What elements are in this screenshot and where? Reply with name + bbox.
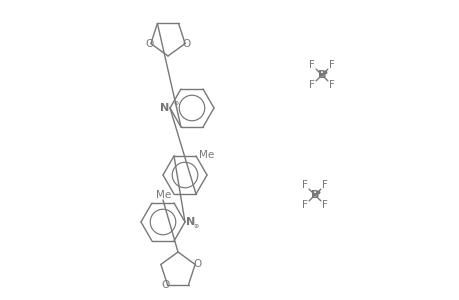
Text: N: N [159, 103, 168, 113]
Text: ⊕: ⊕ [193, 224, 198, 230]
Text: B: B [317, 70, 325, 80]
Text: O: O [146, 39, 154, 49]
Text: O: O [193, 260, 201, 269]
Text: F: F [328, 60, 334, 70]
Text: F: F [321, 180, 327, 190]
Text: O: O [161, 280, 169, 290]
Text: F: F [328, 80, 334, 90]
Text: N: N [185, 217, 195, 227]
Text: ⊕: ⊕ [173, 100, 178, 106]
Text: F: F [308, 60, 314, 70]
Text: Me: Me [199, 150, 214, 160]
Text: F: F [302, 200, 308, 210]
Text: F: F [321, 200, 327, 210]
Text: B: B [310, 190, 319, 200]
Text: F: F [308, 80, 314, 90]
Text: Me: Me [156, 190, 171, 200]
Text: F: F [302, 180, 308, 190]
Text: O: O [182, 39, 190, 49]
